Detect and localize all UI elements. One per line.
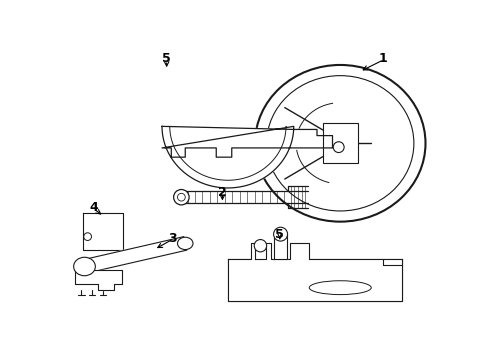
Ellipse shape — [74, 257, 96, 276]
Polygon shape — [75, 270, 122, 289]
Polygon shape — [162, 126, 333, 188]
Polygon shape — [83, 213, 123, 249]
Circle shape — [254, 239, 267, 252]
Polygon shape — [255, 246, 266, 259]
Circle shape — [273, 227, 288, 241]
Polygon shape — [228, 259, 402, 301]
Ellipse shape — [177, 237, 193, 249]
Text: 5: 5 — [162, 53, 171, 66]
Polygon shape — [83, 237, 187, 273]
Bar — [323, 123, 358, 163]
Text: 2: 2 — [218, 186, 227, 199]
Polygon shape — [228, 243, 402, 301]
Circle shape — [173, 189, 189, 205]
Text: 5: 5 — [275, 228, 284, 241]
Text: 1: 1 — [378, 53, 387, 66]
Text: 3: 3 — [168, 232, 176, 245]
Text: 4: 4 — [89, 201, 98, 214]
Polygon shape — [274, 234, 287, 259]
